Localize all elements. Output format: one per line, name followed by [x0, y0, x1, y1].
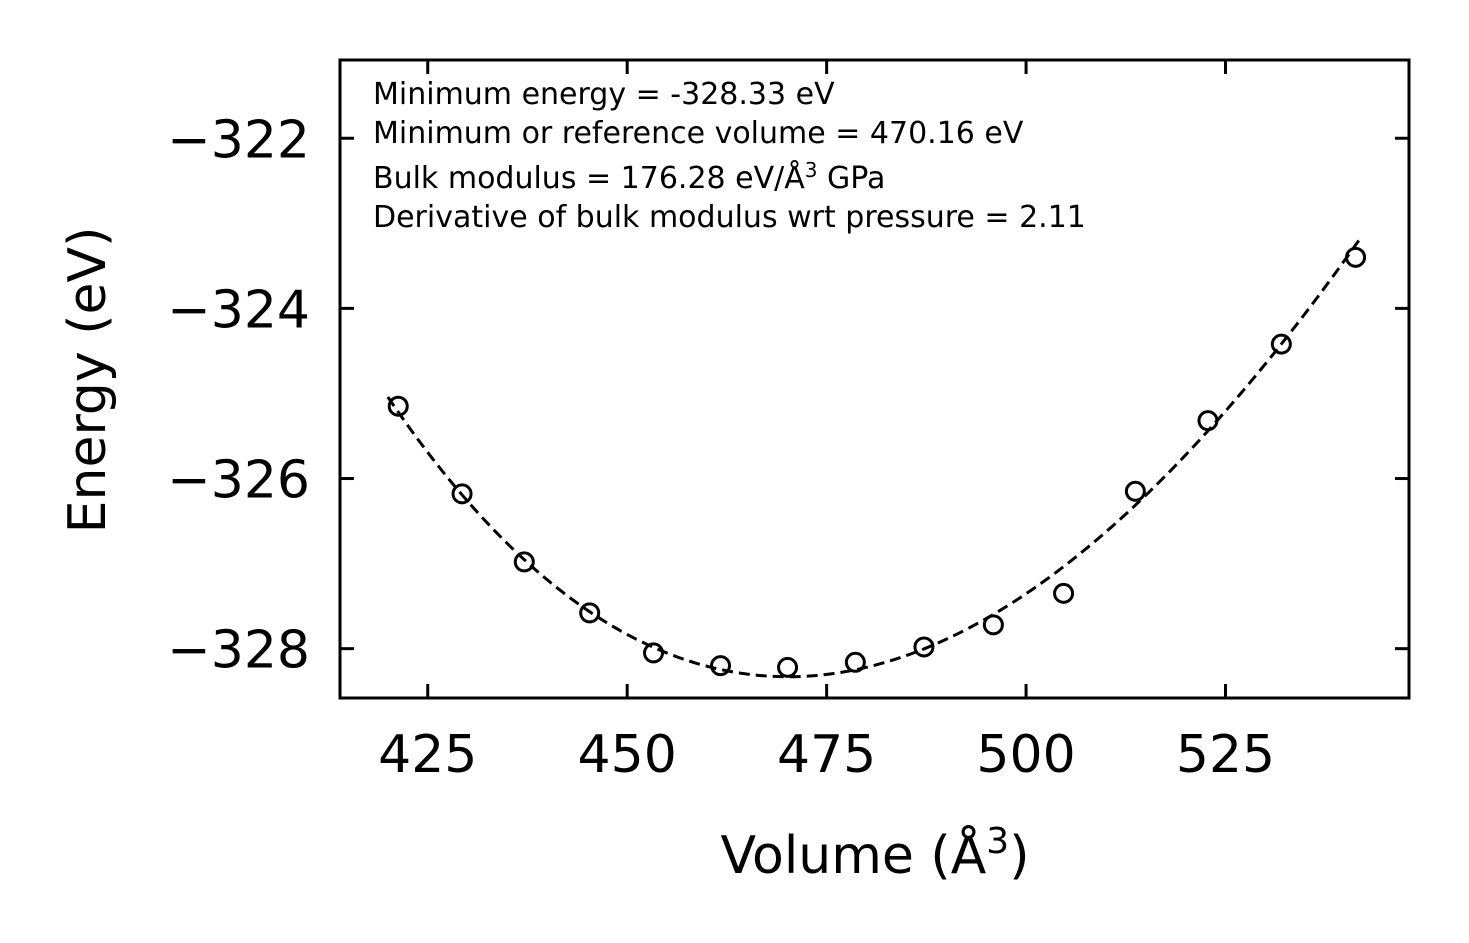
x-tick-label: 500 — [976, 725, 1075, 785]
y-axis-label: Energy (eV) — [58, 227, 118, 534]
data-point — [513, 551, 535, 573]
data-point — [579, 602, 601, 624]
data-point — [1124, 480, 1146, 502]
data-points-layer — [387, 246, 1367, 678]
fit-curve — [386, 236, 1363, 679]
data-point — [1053, 582, 1075, 604]
ticks-layer — [340, 60, 1409, 698]
fit-curve-layer — [386, 236, 1363, 679]
x-axis-label: Volume (Å3) — [721, 821, 1030, 886]
data-point — [1270, 333, 1292, 355]
annotation-min-energy: Minimum energy = -328.33 eV — [373, 77, 835, 112]
y-tick-label: −326 — [167, 451, 310, 511]
x-tick-label: 525 — [1176, 725, 1275, 785]
data-point — [844, 651, 866, 673]
data-point — [451, 483, 473, 505]
data-point — [777, 656, 799, 678]
x-tick-label: 425 — [378, 725, 477, 785]
data-point — [643, 642, 665, 664]
tick-labels-layer: 425 450 475 500 525 −322 −324 −326 −328 — [167, 110, 1275, 785]
data-point — [387, 395, 409, 417]
x-tick-label: 475 — [777, 725, 876, 785]
data-point — [982, 614, 1004, 636]
data-point — [1197, 410, 1219, 432]
data-point — [1345, 246, 1367, 268]
y-tick-label: −328 — [167, 621, 310, 681]
y-tick-label: −322 — [167, 110, 310, 170]
annotation-ref-volume: Minimum or reference volume = 470.16 eV — [373, 116, 1024, 151]
x-tick-label: 450 — [578, 725, 677, 785]
y-tick-label: −324 — [167, 280, 310, 340]
annotation-bulk-modulus: Bulk modulus = 176.28 eV/Å3 GPa — [373, 158, 885, 196]
data-point — [913, 636, 935, 658]
plot-frame — [338, 58, 1411, 700]
annotation-bulk-modulus-derivative: Derivative of bulk modulus wrt pressure … — [373, 200, 1086, 235]
data-point — [710, 655, 732, 677]
